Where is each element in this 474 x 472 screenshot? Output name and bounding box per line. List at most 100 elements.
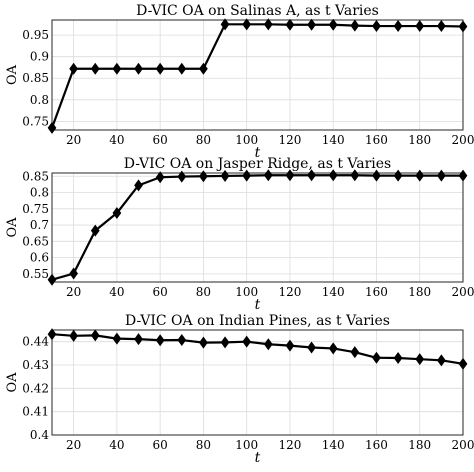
- salinas-ytick-label: 0.95: [22, 28, 49, 42]
- indian-pines-xtick-label: 120: [278, 438, 301, 452]
- jasper-ridge-data-point: [350, 169, 360, 182]
- jasper-ridge-data-point: [285, 169, 295, 182]
- salinas-data-point: [177, 62, 187, 75]
- indian-pines-data-point: [242, 335, 252, 348]
- jasper-ridge-ytick-label: 0.7: [30, 218, 49, 232]
- salinas-data-point: [90, 62, 100, 75]
- jasper-ridge-xtick-label: 160: [365, 285, 388, 299]
- salinas-data-point: [220, 18, 230, 31]
- indian-pines-data-point: [393, 351, 403, 365]
- jasper-ridge-data-point: [155, 171, 165, 184]
- indian-pines-data-point: [263, 338, 273, 351]
- salinas-data-point: [350, 19, 360, 32]
- salinas-data-point: [47, 121, 57, 134]
- jasper-ridge-ytick-label: 0.65: [22, 234, 49, 248]
- salinas-data-point: [155, 62, 165, 75]
- jasper-ridge-data-point: [372, 169, 381, 182]
- indian-pines-data-point: [285, 339, 295, 352]
- indian-pines-axes: [51, 329, 464, 436]
- indian-pines-xtick-label: 40: [109, 438, 124, 452]
- salinas-xtick-label: 60: [153, 133, 168, 147]
- jasper-ridge-title: D-VIC OA on Jasper Ridge, as t Varies: [124, 156, 391, 172]
- jasper-ridge-ytick-label: 0.8: [30, 186, 49, 200]
- salinas-xtick-label: 160: [365, 133, 388, 147]
- jasper-ridge-data-point: [177, 170, 187, 183]
- jasper-ridge-xtick-label: 200: [452, 285, 474, 299]
- salinas-xlabel: t: [255, 145, 261, 161]
- indian-pines-xtick-label: 80: [196, 438, 211, 452]
- indian-pines-data-point: [69, 329, 79, 342]
- jasper-ridge-data-point: [112, 207, 122, 220]
- jasper-ridge-xtick-label: 40: [109, 285, 124, 299]
- indian-pines-xtick-label: 180: [408, 438, 431, 452]
- indian-pines-chart: 20 40 60 80 100 120 140 160 180 200 0.4 0.41 0.42 0.4…: [5, 313, 474, 466]
- jasper-ridge-chart: 20 40 60 80 100 120 140 160 180 200 0.55 0.6 0.65 0.7…: [5, 156, 474, 313]
- jasper-ridge-xtick-label: 20: [66, 285, 81, 299]
- indian-pines-data-point: [134, 333, 143, 346]
- jasper-ridge-xtick-label: 180: [408, 285, 431, 299]
- salinas-data-point: [372, 20, 381, 33]
- salinas-ytick-label: 0.85: [22, 71, 49, 85]
- indian-pines-data-point: [112, 332, 122, 345]
- jasper-ridge-ylabel: OA: [5, 217, 20, 238]
- jasper-ridge-xtick-label: 60: [153, 285, 168, 299]
- jasper-ridge-axes: [51, 172, 464, 283]
- indian-pines-data-point: [372, 351, 381, 364]
- salinas-data-point: [263, 18, 273, 31]
- jasper-ridge-data-point: [436, 169, 446, 182]
- salinas-xtick-label: 80: [196, 133, 211, 147]
- indian-pines-xlabel: t: [255, 450, 261, 466]
- jasper-ridge-data-point: [415, 169, 425, 182]
- salinas-data-point: [393, 20, 403, 33]
- jasper-ridge-xtick-label: 140: [322, 285, 345, 299]
- indian-pines-xtick-label: 60: [153, 438, 168, 452]
- salinas-title: D-VIC OA on Salinas A, as t Varies: [136, 3, 379, 19]
- salinas-xtick-label: 40: [109, 133, 124, 147]
- salinas-ytick-label: 0.75: [22, 114, 49, 128]
- salinas-data-point: [436, 20, 446, 33]
- salinas-chart: 20 40 60 80 100 120 140 160 180 200 0.75 0.8 0.85 0.9…: [5, 3, 474, 161]
- salinas-axes: [51, 19, 464, 131]
- indian-pines-data-point: [90, 329, 100, 342]
- jasper-ridge-data-point: [47, 273, 57, 286]
- jasper-ridge-ytick-label: 0.85: [22, 169, 49, 183]
- salinas-data-point: [134, 62, 143, 75]
- salinas-series-line: [50, 23, 464, 129]
- indian-pines-xtick-label: 140: [322, 438, 345, 452]
- jasper-ridge-data-point: [242, 169, 252, 182]
- jasper-ridge-data-point: [199, 170, 208, 183]
- jasper-ridge-data-point: [263, 169, 273, 182]
- jasper-ridge-data-point: [69, 267, 79, 280]
- indian-pines-data-point: [199, 336, 208, 349]
- jasper-ridge-data-point: [307, 169, 316, 182]
- indian-pines-xtick-label: 100: [235, 438, 258, 452]
- indian-pines-ytick-label: 0.4: [30, 428, 49, 442]
- indian-pines-xtick-label: 200: [452, 438, 474, 452]
- salinas-data-point: [415, 20, 425, 33]
- salinas-xtick-label: 180: [408, 133, 431, 147]
- salinas-ylabel: OA: [5, 64, 20, 85]
- indian-pines-data-point: [220, 336, 230, 349]
- indian-pines-data-point: [328, 342, 338, 355]
- jasper-ridge-data-point: [393, 169, 403, 182]
- indian-pines-xtick-label: 160: [365, 438, 388, 452]
- indian-pines-ytick-label: 0.43: [22, 358, 49, 372]
- jasper-ridge-data-point: [458, 169, 468, 182]
- indian-pines-ytick-label: 0.44: [22, 335, 49, 349]
- jasper-ridge-data-point: [220, 169, 230, 182]
- salinas-data-point: [242, 18, 252, 31]
- salinas-ytick-label: 0.9: [30, 50, 49, 64]
- salinas-data-point: [328, 18, 338, 31]
- jasper-ridge-ytick-label: 0.6: [30, 251, 49, 265]
- indian-pines-data-point: [155, 334, 165, 347]
- jasper-ridge-data-point: [134, 179, 143, 192]
- indian-pines-data-point: [350, 346, 360, 359]
- jasper-ridge-ytick-label: 0.75: [22, 202, 49, 216]
- salinas-xtick-label: 20: [66, 133, 81, 147]
- jasper-ridge-xtick-label: 120: [278, 285, 301, 299]
- indian-pines-ylabel: OA: [5, 372, 20, 393]
- indian-pines-data-point: [307, 341, 316, 354]
- jasper-ridge-data-point: [328, 169, 338, 182]
- salinas-ytick-label: 0.8: [30, 93, 49, 107]
